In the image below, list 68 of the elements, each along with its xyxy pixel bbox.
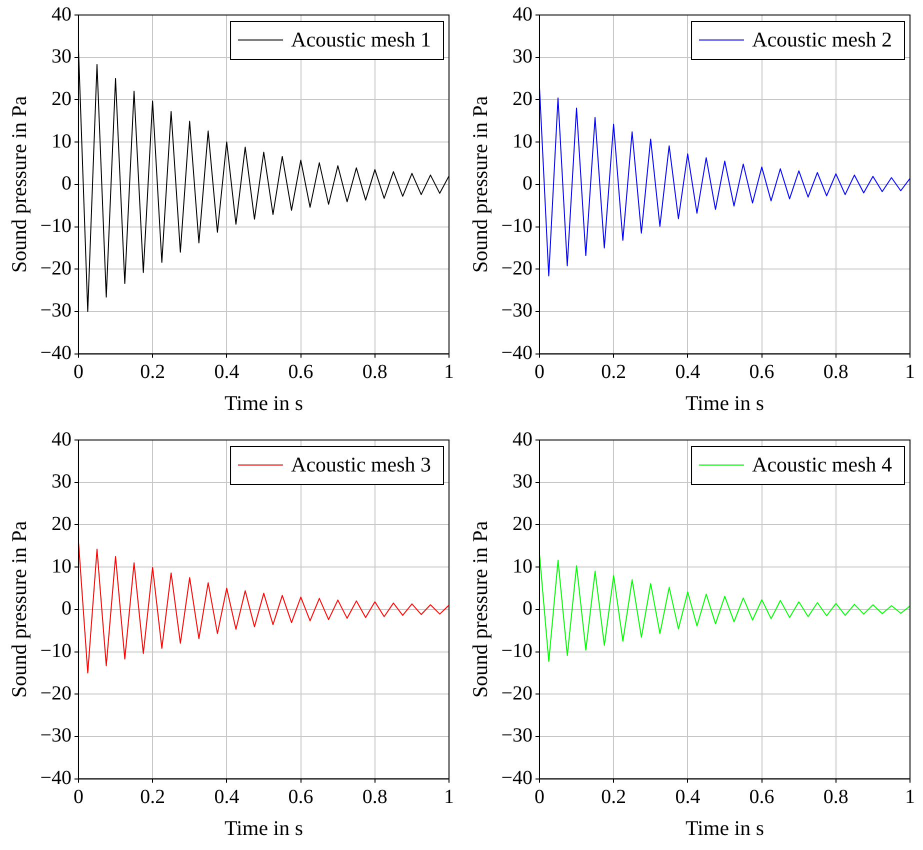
y-tick-label: 10 xyxy=(512,130,532,152)
x-tick-label: 1 xyxy=(905,361,915,384)
x-tick-label: 0.2 xyxy=(601,786,626,808)
legend-label: Acoustic mesh 4 xyxy=(752,452,892,477)
y-tick-label: 30 xyxy=(51,46,72,68)
x-tick-label: 1 xyxy=(444,361,454,384)
x-axis-title: Time in s xyxy=(224,390,304,415)
x-tick-label: 0.2 xyxy=(601,361,626,384)
y-tick-label: 10 xyxy=(512,555,532,578)
x-tick-label: 0.4 xyxy=(675,361,700,384)
y-tick-label: −30 xyxy=(501,300,532,322)
y-tick-label: −10 xyxy=(40,215,72,237)
x-tick-label: 0.8 xyxy=(823,786,848,808)
y-axis-title: Sound pressure in Pa xyxy=(7,520,32,698)
y-axis-title: Sound pressure in Pa xyxy=(468,95,492,273)
y-tick-label: 0 xyxy=(61,598,72,620)
x-tick-label: 0.6 xyxy=(749,786,774,808)
y-tick-label: 30 xyxy=(512,46,532,68)
x-tick-label: 0.8 xyxy=(362,786,388,808)
y-tick-label: 30 xyxy=(512,470,532,493)
x-tick-label: 0.8 xyxy=(362,361,388,384)
y-tick-label: 10 xyxy=(51,555,72,578)
y-tick-label: −30 xyxy=(501,724,532,747)
y-axis-title: Sound pressure in Pa xyxy=(7,95,32,273)
y-tick-label: −40 xyxy=(501,767,532,790)
legend-label: Acoustic mesh 3 xyxy=(291,452,432,477)
y-tick-label: 30 xyxy=(51,470,72,493)
x-tick-label: 0.6 xyxy=(288,786,314,808)
y-tick-label: −20 xyxy=(40,682,72,704)
x-tick-label: 0.2 xyxy=(140,786,166,808)
x-axis-title: Time in s xyxy=(685,816,764,840)
y-tick-label: −10 xyxy=(40,640,72,662)
x-tick-label: 1 xyxy=(444,786,454,808)
y-tick-label: −10 xyxy=(501,640,532,662)
y-tick-label: 20 xyxy=(51,88,72,110)
x-tick-label: 0.2 xyxy=(140,361,166,384)
x-tick-label: 0.4 xyxy=(675,786,700,808)
y-tick-label: 20 xyxy=(512,88,532,110)
y-tick-label: 40 xyxy=(512,428,532,450)
y-tick-label: 20 xyxy=(512,512,532,535)
y-tick-label: −20 xyxy=(501,257,532,280)
x-axis-title: Time in s xyxy=(224,816,304,840)
y-tick-label: −10 xyxy=(501,215,532,237)
y-axis-title: Sound pressure in Pa xyxy=(468,520,492,698)
y-tick-label: −30 xyxy=(40,300,72,322)
y-tick-label: 40 xyxy=(51,3,72,26)
y-tick-label: −20 xyxy=(40,257,72,280)
y-tick-label: 20 xyxy=(51,512,72,535)
y-tick-label: 10 xyxy=(51,130,72,152)
x-tick-label: 0.8 xyxy=(823,361,848,384)
y-tick-label: −30 xyxy=(40,724,72,747)
legend-label: Acoustic mesh 1 xyxy=(291,28,432,52)
y-tick-label: 0 xyxy=(522,598,532,620)
x-tick-label: 0.6 xyxy=(288,361,314,384)
y-tick-label: 0 xyxy=(522,172,532,195)
y-tick-label: 0 xyxy=(61,172,72,195)
legend-label: Acoustic mesh 2 xyxy=(752,28,892,52)
x-tick-label: 0.6 xyxy=(749,361,774,384)
x-tick-label: 0.4 xyxy=(214,786,240,808)
x-tick-label: 0.4 xyxy=(214,361,240,384)
y-tick-label: −40 xyxy=(40,342,72,364)
y-tick-label: −20 xyxy=(501,682,532,704)
y-tick-label: 40 xyxy=(51,428,72,450)
x-tick-label: 1 xyxy=(905,786,915,808)
x-axis-title: Time in s xyxy=(685,390,764,415)
y-tick-label: −40 xyxy=(501,342,532,364)
y-tick-label: −40 xyxy=(40,767,72,790)
y-tick-label: 40 xyxy=(512,3,532,26)
